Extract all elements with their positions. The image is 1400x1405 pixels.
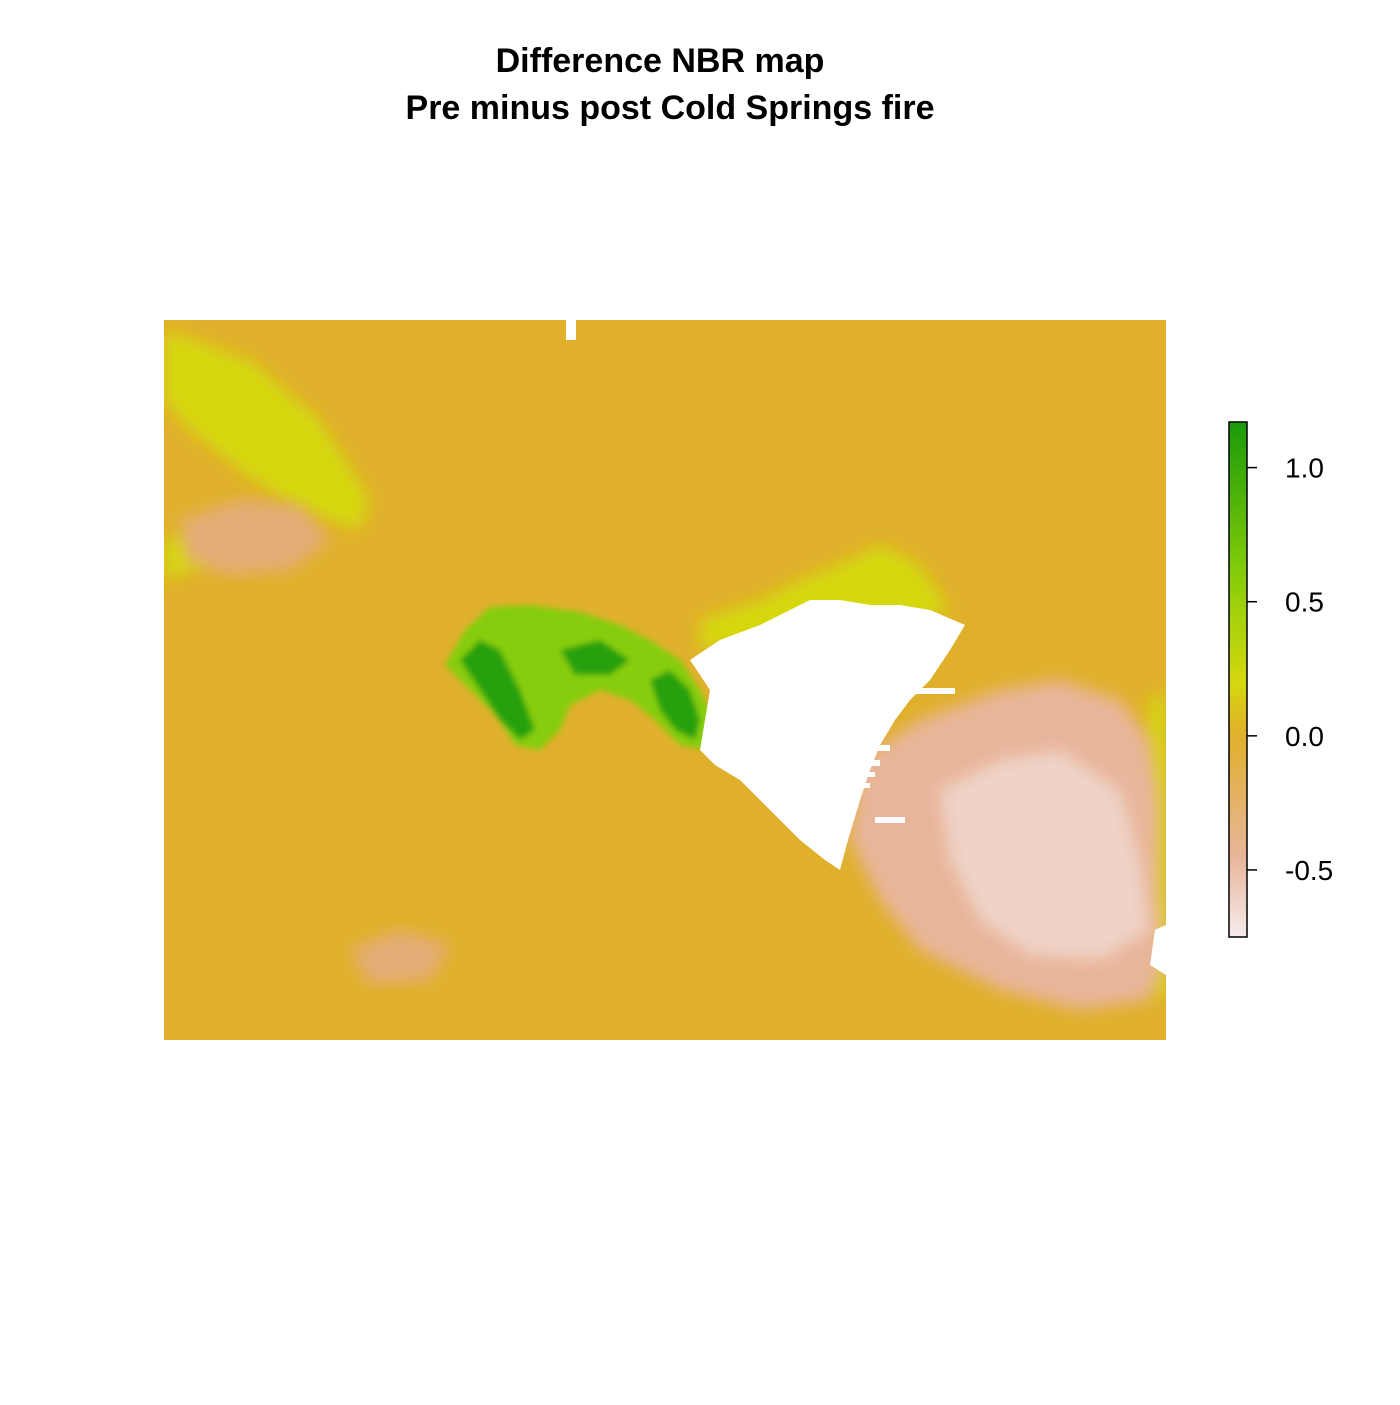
chart-title: Difference NBR map <box>496 42 825 80</box>
legend-tick-label: 0.5 <box>1285 587 1324 618</box>
legend-tick-label: 0.0 <box>1285 721 1324 752</box>
negative-patch-southwest <box>350 930 450 985</box>
raster-map <box>164 320 1166 1040</box>
color-legend-bar <box>1228 421 1248 938</box>
legend-ticks: -0.5 0.0 0.5 1.0 <box>1247 453 1333 886</box>
no-data-area <box>566 320 1166 975</box>
high-dnbr-patch <box>445 605 715 750</box>
negative-patch-northwest <box>180 500 330 575</box>
legend-tick-label: -0.5 <box>1285 855 1333 886</box>
color-legend: -0.5 0.0 0.5 1.0 <box>1228 421 1333 938</box>
negative-dnbr-area <box>850 680 1166 1010</box>
chart-subtitle: Pre minus post Cold Springs fire <box>406 89 935 127</box>
legend-tick-label: 1.0 <box>1285 453 1324 484</box>
